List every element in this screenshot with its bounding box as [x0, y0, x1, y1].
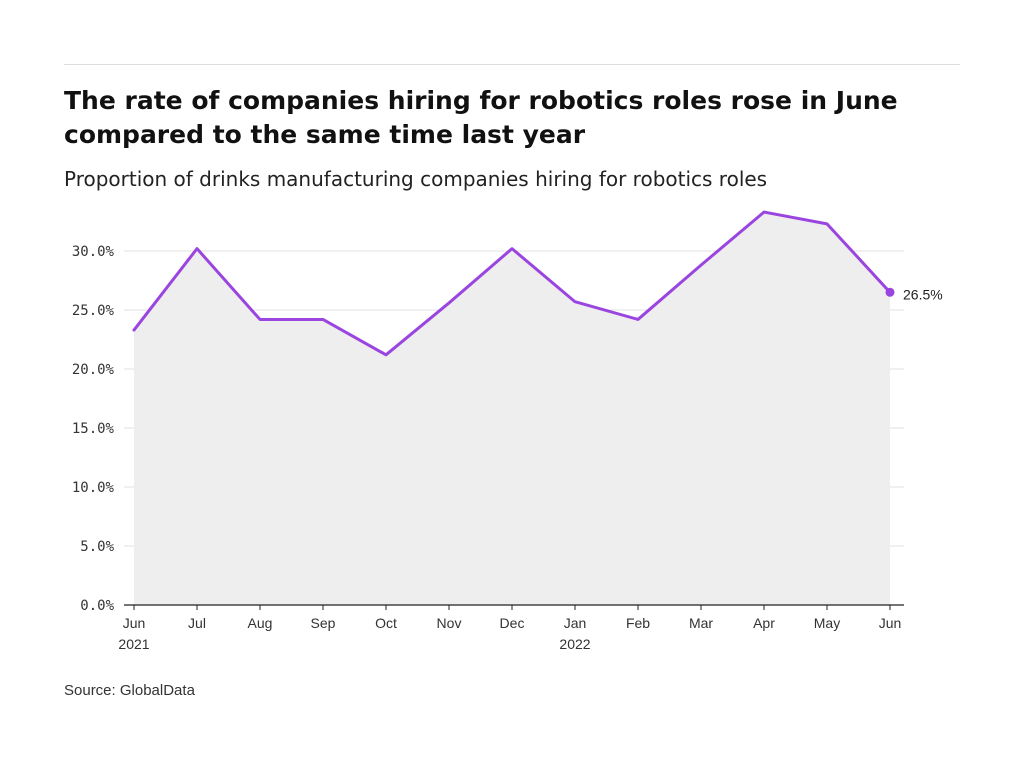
- x-tick-label: Oct: [375, 615, 397, 631]
- x-axis-ticks: Jun 2021 Jul Aug Sep Oct Nov Dec Jan 2022 Feb Mar Ap…: [118, 605, 901, 652]
- chart-subtitle: Proportion of drinks manufacturing compa…: [64, 167, 768, 191]
- x-tick-label: May: [814, 615, 840, 631]
- end-point-marker: [885, 287, 895, 297]
- y-tick-label: 10.0%: [72, 480, 115, 496]
- x-tick-label: Mar: [689, 615, 713, 631]
- line-chart: 26.5% 0.0%5.0%10.0%15.0%20.0%25.0%30.0% …: [72, 210, 943, 652]
- y-tick-label: 30.0%: [72, 244, 115, 260]
- y-tick-label: 0.0%: [80, 598, 114, 614]
- y-tick-label: 15.0%: [72, 421, 115, 437]
- x-tick-label: Dec: [500, 615, 525, 631]
- x-tick-year-label: 2022: [559, 636, 590, 652]
- x-tick-year-label: 2021: [118, 636, 149, 652]
- source-note: Source: GlobalData: [64, 682, 195, 699]
- x-tick-label: Jun: [123, 615, 146, 631]
- series-line: [132, 210, 892, 357]
- x-tick-label: Feb: [626, 615, 650, 631]
- x-tick-label: Aug: [248, 615, 273, 631]
- x-tick-label: Sep: [311, 615, 336, 631]
- series-area: [134, 212, 890, 605]
- x-tick-label: Jun: [879, 615, 902, 631]
- y-axis-ticks: 0.0% 5.0% 10.0% 15.0% 20.0% 25.0% 30.0%: [72, 244, 115, 614]
- area-layer: [134, 212, 890, 605]
- x-tick-label: Jul: [188, 615, 206, 631]
- y-tick-label: 5.0%: [80, 539, 114, 555]
- chart-title: The rate of companies hiring for robotic…: [64, 86, 898, 149]
- x-tick-label: Jan: [564, 615, 587, 631]
- series-layer: 26.5%: [132, 210, 943, 357]
- x-tick-label: Apr: [753, 615, 775, 631]
- y-tick-label: 25.0%: [72, 303, 115, 319]
- x-tick-label: Nov: [437, 615, 462, 631]
- top-divider: [64, 64, 960, 65]
- y-tick-label: 20.0%: [72, 362, 115, 378]
- end-value-label: 26.5%: [903, 286, 943, 302]
